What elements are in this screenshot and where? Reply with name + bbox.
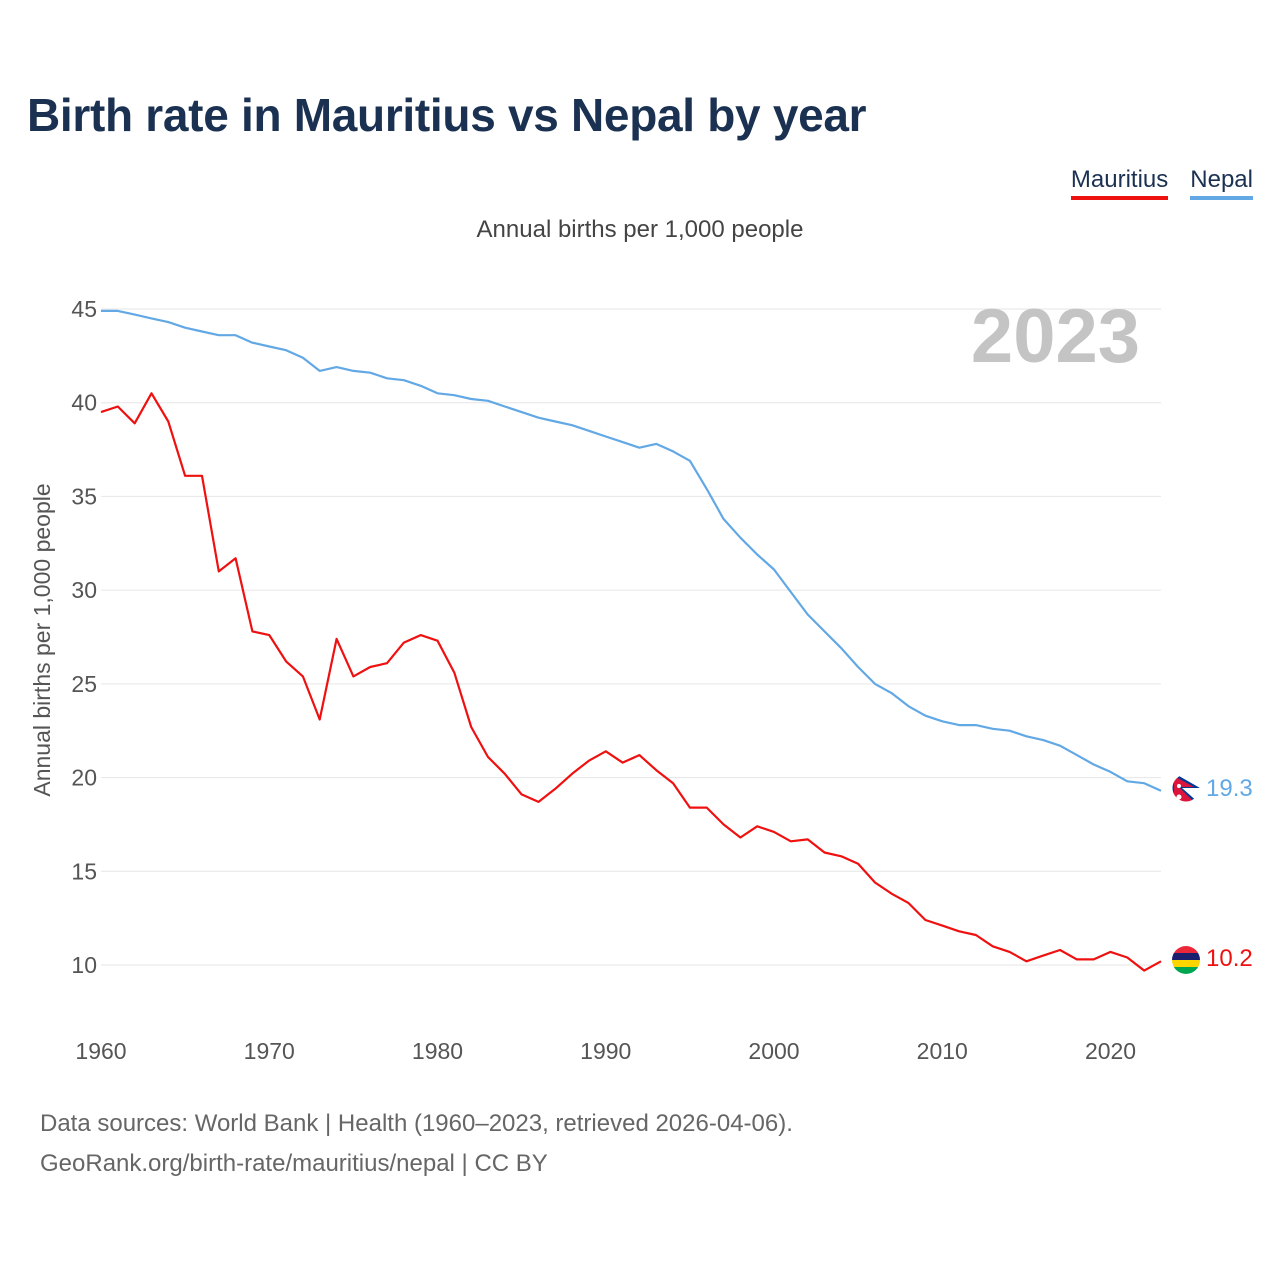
x-tick-label: 1960 <box>75 1038 126 1064</box>
mauritius-flag-icon <box>1172 946 1200 974</box>
x-tick-label: 2010 <box>917 1038 968 1064</box>
series-line-mauritius[interactable] <box>100 392 1162 972</box>
y-tick-label: 35 <box>71 483 97 509</box>
chart-subtitle: Annual births per 1,000 people <box>476 216 804 243</box>
series-line-nepal[interactable] <box>101 309 1162 792</box>
y-tick-label: 25 <box>71 671 97 697</box>
x-tick-label: 2020 <box>1085 1038 1136 1064</box>
y-axis-label: Annual births per 1,000 people <box>29 483 55 796</box>
y-tick-label: 30 <box>71 577 97 603</box>
footer: Data sources: World Bank | Health (1960–… <box>40 1104 793 1184</box>
legend: Mauritius Nepal <box>1070 166 1253 200</box>
x-tick-label: 2000 <box>748 1038 799 1064</box>
y-tick-label: 40 <box>71 390 97 416</box>
series-lines <box>100 309 1162 972</box>
nepal-end-label: 19.3 <box>1206 775 1253 802</box>
y-tick-label: 20 <box>71 765 97 791</box>
legend-item-nepal[interactable]: Nepal <box>1190 166 1253 200</box>
y-tick-label: 15 <box>71 858 97 884</box>
x-tick-label: 1990 <box>580 1038 631 1064</box>
y-tick-label: 10 <box>71 952 97 978</box>
legend-item-mauritius[interactable]: Mauritius <box>1070 166 1169 200</box>
grid-lines <box>101 308 1161 966</box>
x-axis-ticks: 1960 1970 1980 1990 2000 2010 2020 <box>75 1038 1136 1064</box>
chart-title: Birth rate in Mauritius vs Nepal by year <box>27 89 867 141</box>
mauritius-end-label: 10.2 <box>1206 945 1253 972</box>
x-tick-label: 1970 <box>244 1038 295 1064</box>
attribution-link[interactable]: GeoRank.org/birth-rate/mauritius/nepal |… <box>40 1150 548 1177</box>
y-tick-label: 45 <box>71 296 97 322</box>
data-source-text: Data sources: World Bank | Health (1960–… <box>40 1110 793 1137</box>
y-axis-ticks: 10 15 20 25 30 35 40 45 <box>71 296 97 978</box>
x-tick-label: 1980 <box>412 1038 463 1064</box>
year-marker: 2023 <box>971 294 1140 379</box>
nepal-flag-icon <box>1171 773 1201 803</box>
